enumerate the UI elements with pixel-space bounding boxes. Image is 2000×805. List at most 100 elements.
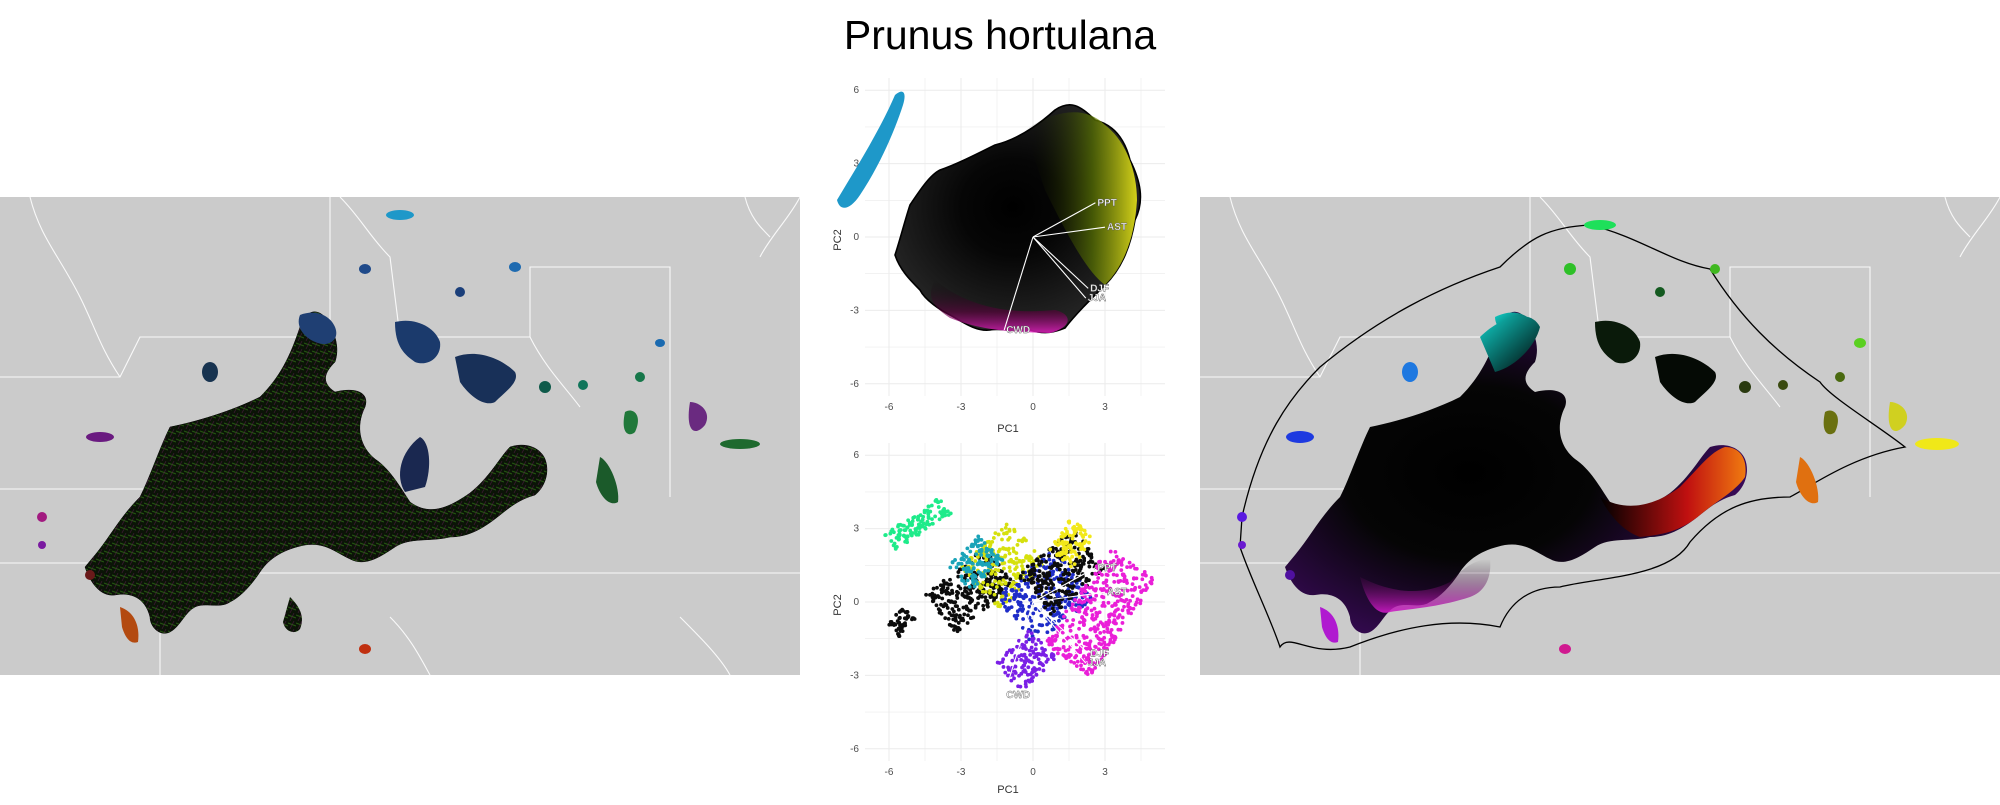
- scatter-point: [1003, 604, 1007, 609]
- scatter-point: [1076, 609, 1081, 614]
- scatter-point: [1130, 582, 1135, 587]
- scatter-point: [1030, 637, 1035, 641]
- scatter-point: [1143, 573, 1148, 578]
- scatter-point: [1083, 661, 1087, 666]
- scatter-point: [1066, 578, 1071, 583]
- scatter-point: [1068, 628, 1073, 633]
- scatter-point: [961, 618, 966, 623]
- scatter-point: [1003, 670, 1008, 675]
- scatter-point: [1098, 637, 1102, 642]
- x-tick-label: 0: [1030, 767, 1036, 778]
- scatter-point: [935, 585, 939, 590]
- scatter-point: [990, 539, 995, 544]
- scatter-point: [1078, 620, 1082, 625]
- scatter-point: [1105, 646, 1109, 651]
- scatter-point: [896, 533, 901, 538]
- scatter-point: [959, 557, 964, 562]
- scatter-point: [1070, 635, 1074, 640]
- scatter-point: [1135, 597, 1140, 602]
- right-map-panel: [1200, 197, 2000, 675]
- scatter-point: [1021, 617, 1025, 621]
- scatter-point: [966, 566, 971, 571]
- scatter-point: [1088, 647, 1093, 651]
- scatter-point: [1014, 616, 1019, 621]
- scatter-point: [1009, 588, 1014, 593]
- scatter-point: [1140, 572, 1145, 577]
- scatter-point: [971, 578, 975, 583]
- scatter-point: [1107, 620, 1112, 624]
- range-satellites: [37, 210, 760, 654]
- scatter-point: [1003, 554, 1007, 559]
- scatter-point: [1128, 606, 1133, 611]
- scatter-point: [1077, 639, 1082, 644]
- scatter-point: [1094, 564, 1099, 569]
- scatter-point: [1069, 575, 1074, 580]
- scatter-point: [925, 508, 930, 513]
- scatter-point: [1070, 602, 1075, 607]
- scatter-point: [1075, 659, 1080, 664]
- scatter-point: [956, 626, 961, 630]
- scatter-point: [1024, 655, 1028, 660]
- right-range-satellites: [1237, 220, 1959, 654]
- scatter-point: [1051, 647, 1056, 652]
- scatter-point: [1107, 565, 1112, 570]
- scatter-point: [1112, 613, 1117, 618]
- scatter-point: [1094, 610, 1099, 615]
- scatter-point: [991, 536, 996, 540]
- scatter-point: [946, 616, 951, 621]
- loading-vector: [1032, 226, 1106, 238]
- scatter-point: [1072, 562, 1077, 567]
- scatter-point: [1072, 545, 1077, 550]
- scatter-point: [937, 517, 942, 522]
- scatter-point: [938, 583, 943, 588]
- scatter-point: [964, 589, 969, 594]
- pca-bottom-vectors: [1003, 567, 1106, 696]
- scatter-point: [985, 547, 990, 552]
- scatter-point: [1012, 572, 1017, 577]
- scatter-point: [1062, 614, 1066, 619]
- scatter-point: [1022, 578, 1027, 583]
- scatter-point: [1096, 576, 1101, 580]
- scatter-point: [1031, 611, 1036, 616]
- scatter-point: [1068, 584, 1073, 589]
- scatter-point: [1028, 597, 1033, 602]
- scatter-point: [1049, 637, 1054, 642]
- scatter-point: [1029, 571, 1033, 576]
- scatter-point: [1064, 609, 1069, 614]
- scatter-point: [1092, 587, 1096, 592]
- scatter-point: [1119, 568, 1124, 573]
- scatter-point: [896, 524, 900, 529]
- scatter-point: [1078, 566, 1083, 571]
- scatter-point: [1106, 600, 1111, 605]
- scatter-point: [1038, 583, 1043, 588]
- scatter-point: [956, 607, 961, 612]
- scatter-point: [993, 567, 998, 572]
- scatter-point: [1031, 580, 1036, 585]
- scatter-point: [1006, 537, 1011, 542]
- scatter-point: [936, 500, 941, 505]
- scatter-point: [953, 604, 958, 608]
- scatter-point: [952, 628, 956, 632]
- scatter-point: [971, 544, 975, 549]
- scatter-point: [1045, 630, 1050, 635]
- scatter-point: [1077, 542, 1082, 547]
- scatter-point: [1026, 578, 1031, 582]
- scatter-point: [1016, 538, 1021, 543]
- vector-label: JJA: [1088, 293, 1106, 304]
- scatter-point: [1105, 626, 1110, 631]
- scatter-point: [1033, 607, 1038, 611]
- scatter-point: [1122, 604, 1126, 609]
- scatter-point: [1003, 525, 1008, 530]
- scatter-point: [1082, 636, 1087, 640]
- scatter-point: [924, 522, 929, 527]
- loading-vector: [1032, 202, 1096, 238]
- scatter-point: [975, 544, 980, 549]
- scatter-point: [1002, 566, 1006, 571]
- scatter-point: [948, 565, 953, 570]
- scatter-point: [1011, 546, 1016, 551]
- scatter-point: [1046, 582, 1051, 587]
- y-tick-label: 3: [853, 524, 859, 535]
- y-tick-label: -6: [850, 379, 859, 390]
